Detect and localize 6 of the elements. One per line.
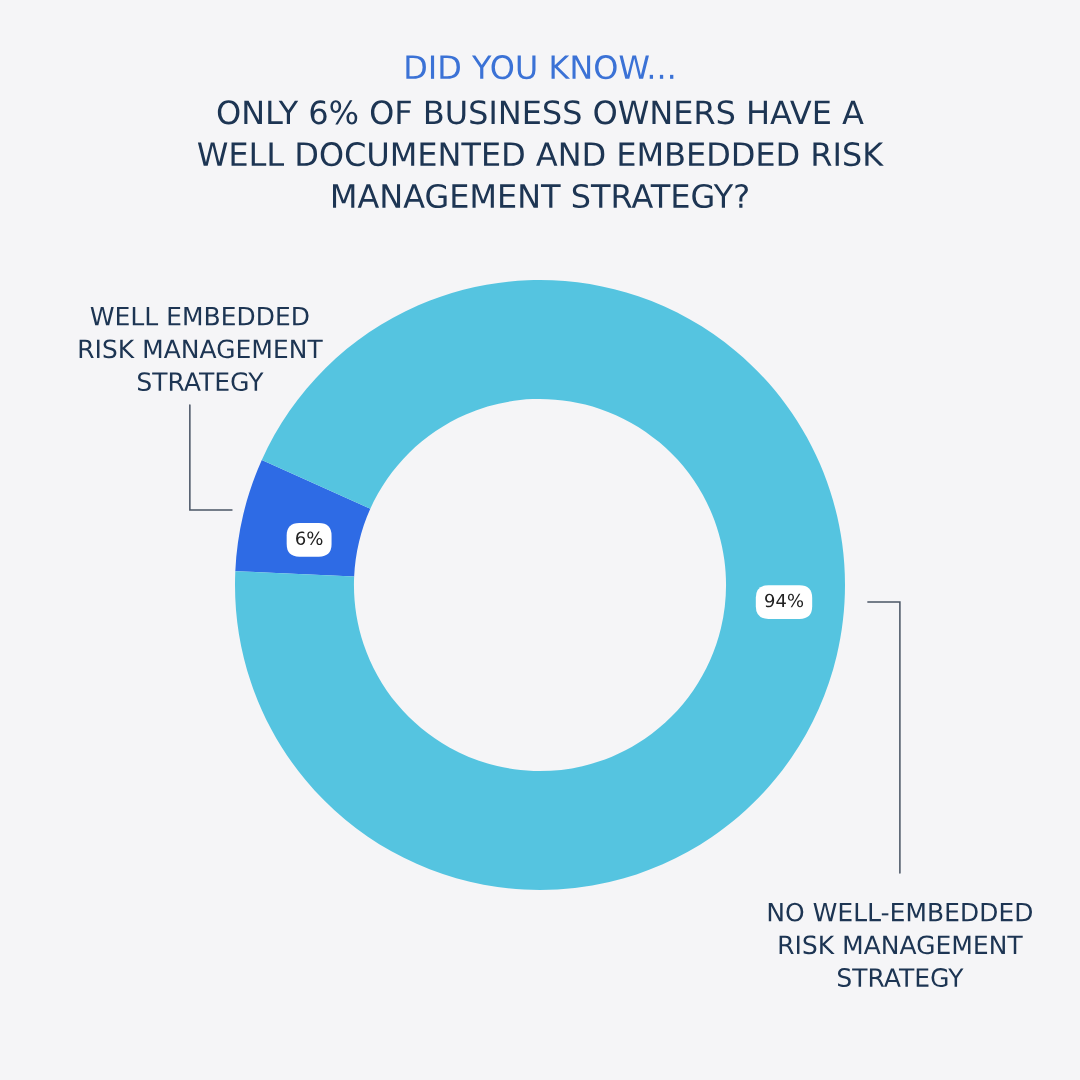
chart-title: DID YOU KNOW... (406, 55, 674, 80)
slice-label: WELL EMBEDDED RISK MANAGEMENT STRATEGY (79, 306, 323, 392)
data-label: 6% (296, 531, 323, 546)
slice-label: NO WELL-EMBEDDED RISK MANAGEMENT STRATEGY (768, 902, 1032, 988)
chart-subtitle: ONLY 6% OF BUSINESS OWNERS HAVE A WELL DOCUMENTED AND EMBEDDED RISK MANAGEMENT STRATEGY? (197, 100, 884, 209)
data-label: 94% (765, 593, 804, 608)
